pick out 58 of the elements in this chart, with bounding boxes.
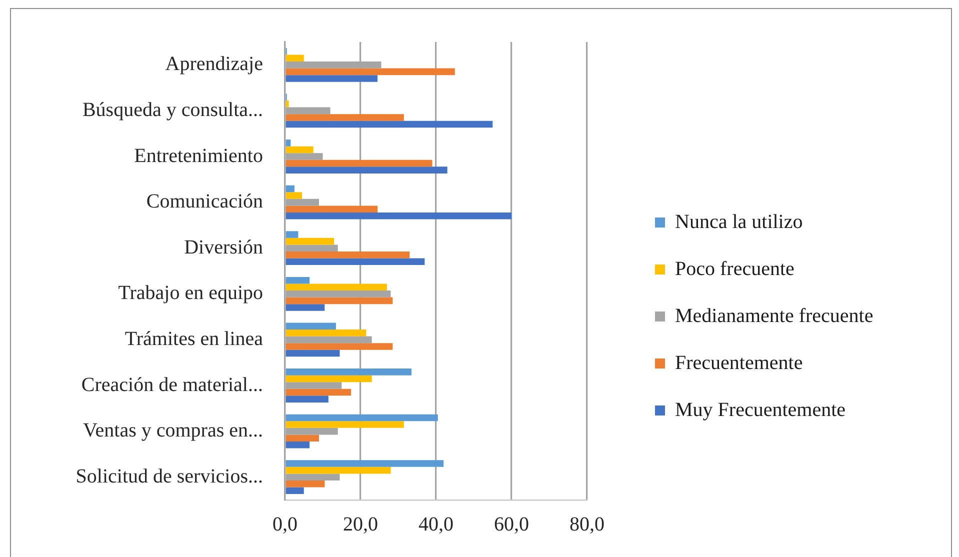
- bar: [286, 251, 410, 258]
- bar: [286, 480, 325, 488]
- x-tick-label: 40,0: [418, 513, 454, 536]
- bar: [286, 185, 294, 192]
- y-tick-label: Creación de material...: [81, 374, 263, 396]
- bar: [286, 368, 412, 376]
- y-tick-label: Aprendizaje: [165, 53, 264, 76]
- bar: [286, 388, 352, 396]
- y-tick-label: Solicitud de servicios...: [76, 465, 263, 488]
- bar: [286, 441, 310, 448]
- bar: [286, 350, 340, 357]
- y-tick-label: Diversión: [184, 236, 263, 258]
- y-tick-label: Entretenimiento: [134, 144, 263, 167]
- legend-label: Muy Frecuentemente: [675, 398, 846, 421]
- bar: [286, 284, 387, 291]
- y-tick-label: Trabajo en equipo: [118, 282, 263, 304]
- bar: [286, 276, 310, 284]
- y-tick-label: Búsqueda y consulta...: [82, 98, 263, 121]
- bar: [286, 297, 393, 304]
- bar: [286, 421, 404, 428]
- x-tick-label: 0,0: [272, 513, 298, 536]
- bar: [286, 192, 302, 199]
- bar: [286, 206, 378, 212]
- bar: [286, 343, 393, 350]
- bar: [286, 434, 319, 442]
- y-tick-label: Trámites en linea: [124, 328, 264, 350]
- bar: [286, 460, 444, 467]
- bar: [286, 466, 391, 474]
- y-tick-label: Comunicación: [146, 190, 263, 213]
- bar: [286, 231, 298, 238]
- bar: [286, 304, 325, 311]
- bar: [286, 75, 378, 82]
- bar: [286, 114, 404, 121]
- bar: [286, 322, 336, 330]
- legend-label: Nunca la utilizo: [675, 210, 803, 233]
- bar: [286, 100, 289, 108]
- legend-label: Poco frecuente: [675, 258, 795, 280]
- bar: [286, 238, 334, 245]
- x-tick-label: 80,0: [570, 513, 604, 536]
- bar: [286, 487, 304, 494]
- bar: [286, 146, 314, 154]
- legend-label: Medianamente frecuente: [675, 304, 874, 327]
- x-tick-label: 20,0: [343, 513, 378, 536]
- y-tick-label: Ventas y compras en...: [83, 420, 263, 442]
- x-tick-label: 60,0: [494, 513, 529, 536]
- bar: [286, 212, 512, 220]
- bar: [286, 68, 455, 76]
- bar: [286, 54, 304, 62]
- bar: [286, 396, 328, 402]
- legend-label: Frecuentemente: [675, 352, 803, 374]
- bar: [286, 160, 432, 167]
- bar: [286, 120, 493, 128]
- bar: [286, 375, 372, 382]
- bar: [286, 330, 366, 336]
- bar: [286, 414, 438, 422]
- bar: [286, 140, 291, 146]
- bar: [286, 258, 425, 266]
- bar: [286, 166, 448, 174]
